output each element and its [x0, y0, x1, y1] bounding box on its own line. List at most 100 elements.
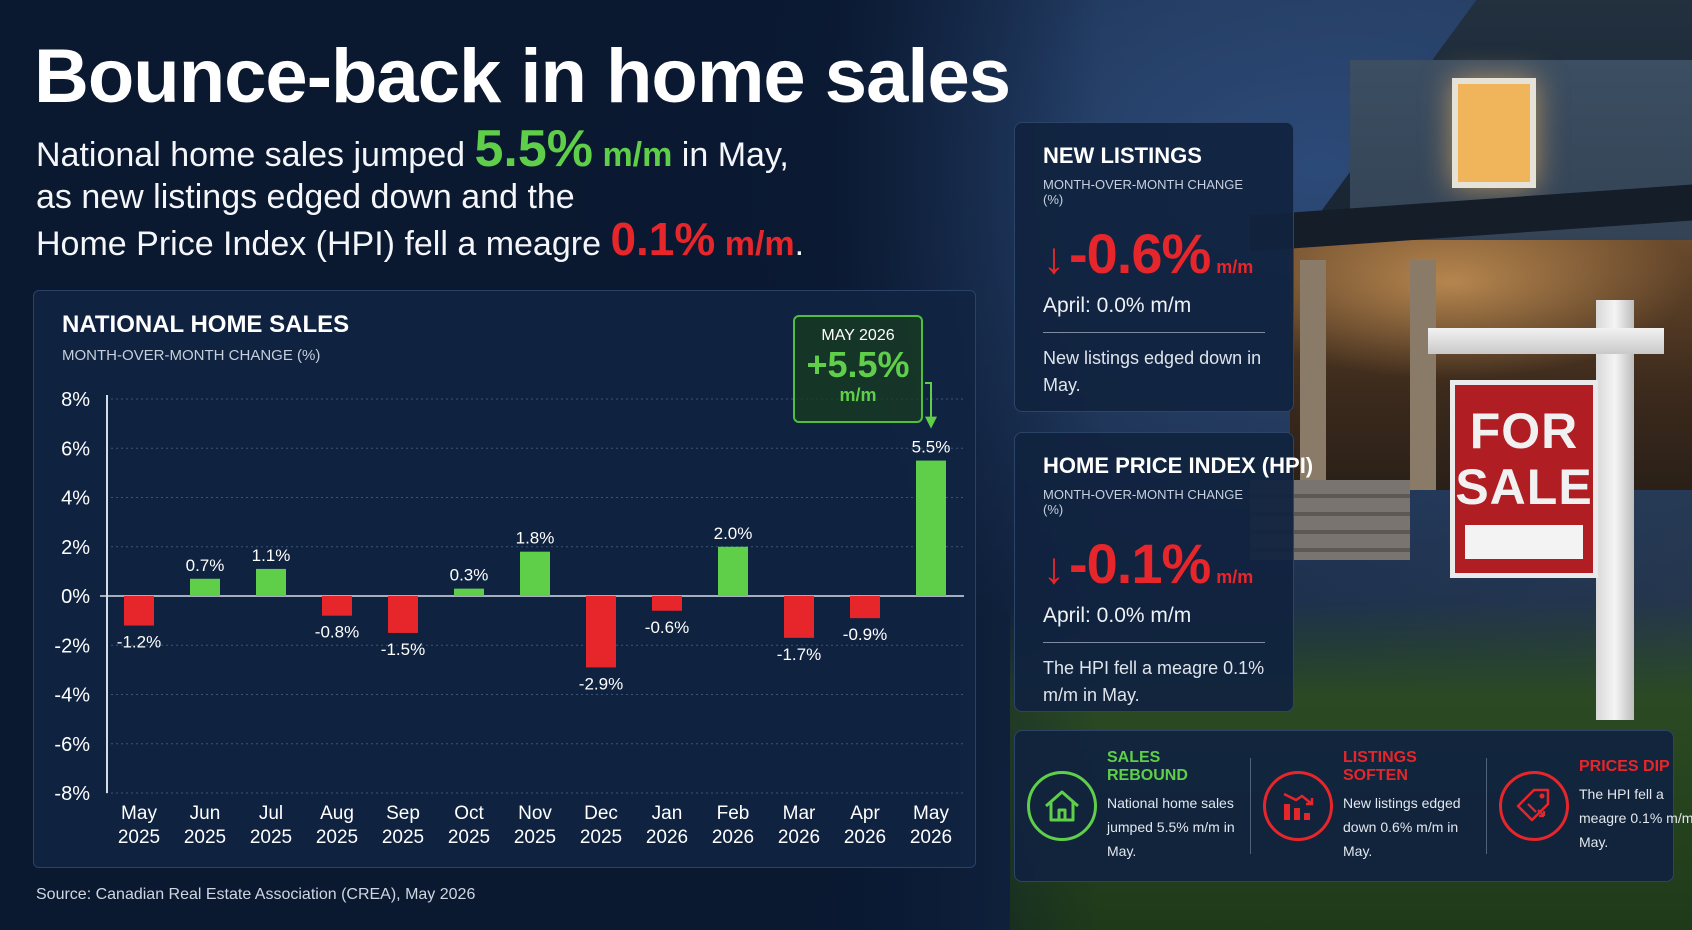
- data-label: 0.3%: [450, 566, 489, 585]
- subheadline: National home sales jumped 5.5% m/m in M…: [36, 123, 936, 265]
- y-tick-label: -6%: [54, 734, 90, 756]
- summary-body: National home sales jumped 5.5% m/m in M…: [1107, 795, 1235, 859]
- x-tick-label: 2026: [844, 827, 886, 848]
- sign-text: SALE: [1455, 459, 1593, 515]
- summary-listings-soften: LISTINGS SOFTEN New listings edged down …: [1250, 749, 1486, 859]
- x-tick-label: 2026: [646, 827, 688, 848]
- y-tick-label: 2%: [61, 537, 90, 559]
- falling-bars-icon: [1263, 771, 1333, 841]
- data-label: -1.5%: [381, 640, 425, 659]
- summary-title: LISTINGS SOFTEN: [1343, 749, 1417, 784]
- card-value-row: ↓ -0.6% m/m: [1043, 221, 1265, 286]
- bar-chart: 8% 6% 4% 2% 0% -2% -4% -6% -8% -1.2% May 2025 0.7% Ju…: [54, 382, 964, 848]
- sales-chart-panel: NATIONAL HOME SALES MONTH-OVER-MONTH CHA…: [33, 290, 976, 868]
- y-tick-label: 6%: [61, 438, 90, 460]
- bar: [784, 596, 814, 638]
- x-tick-label: May: [913, 803, 949, 824]
- data-label: 1.8%: [516, 529, 555, 548]
- callout-connector: [925, 382, 932, 421]
- callout-arrowhead: [925, 416, 937, 429]
- bar: [190, 578, 220, 596]
- x-tick-label: Apr: [850, 803, 880, 824]
- bar: [388, 596, 418, 633]
- hpi-highlight: 0.1%: [610, 213, 716, 265]
- y-tick-label: 4%: [61, 488, 90, 510]
- x-tick-label: Mar: [783, 803, 816, 824]
- card-previous: April: 0.0% m/m: [1043, 604, 1192, 627]
- card-note: New listings edged down in May.: [1043, 348, 1262, 395]
- card-title: NEW LISTINGS: [1043, 143, 1202, 168]
- y-tick-label: 8%: [61, 389, 90, 411]
- summary-title: PRICES DIP: [1579, 758, 1670, 775]
- card-divider: [1043, 332, 1265, 333]
- data-label: 1.1%: [252, 546, 291, 565]
- bar: [718, 546, 748, 596]
- card-value-row: ↓ -0.1% m/m: [1043, 531, 1265, 596]
- x-tick-label: May: [121, 803, 157, 824]
- sales-highlight-unit: m/m: [593, 136, 673, 174]
- subhead-text: National home sales jumped: [36, 136, 475, 174]
- callout-label: MAY 2026: [821, 327, 895, 344]
- y-tick-label: -8%: [54, 783, 90, 805]
- bar: [124, 596, 154, 626]
- bar: [256, 568, 286, 596]
- down-arrow-icon: ↓: [1043, 544, 1065, 593]
- new-listings-card: NEW LISTINGS MONTH-OVER-MONTH CHANGE (%)…: [1014, 122, 1294, 412]
- bar: [916, 460, 946, 596]
- bar: [520, 551, 550, 596]
- summary-body: New listings edged down 0.6% m/m in May.: [1343, 795, 1461, 859]
- data-label: -1.2%: [117, 633, 161, 652]
- sign-arm: [1428, 328, 1664, 354]
- subhead-text: .: [794, 225, 805, 263]
- x-tick-label: 2025: [580, 827, 622, 848]
- x-tick-label: 2026: [778, 827, 820, 848]
- card-subtitle: MONTH-OVER-MONTH CHANGE (%): [1043, 177, 1244, 207]
- x-tick-label: 2025: [316, 827, 358, 848]
- subhead-text: as new listings edged down and the: [36, 178, 575, 216]
- card-value: -0.6%: [1069, 222, 1211, 285]
- data-label: 0.7%: [186, 556, 225, 575]
- house-icon: [1027, 771, 1097, 841]
- bar: [322, 596, 352, 616]
- x-tick-label: Oct: [454, 803, 484, 824]
- sign-post: [1596, 300, 1634, 720]
- may-2026-callout: MAY 2026 +5.5% m/m: [793, 315, 923, 423]
- card-divider: [1043, 642, 1265, 643]
- bar: [652, 596, 682, 611]
- source-note: Source: Canadian Real Estate Association…: [36, 886, 476, 903]
- data-label: -2.9%: [579, 674, 623, 693]
- for-sale-sign: FOR SALE: [1450, 380, 1598, 578]
- x-tick-label: 2025: [448, 827, 490, 848]
- card-value: -0.1%: [1069, 532, 1211, 595]
- y-tick-label: -4%: [54, 685, 90, 707]
- bar: [586, 596, 616, 668]
- x-tick-label: Feb: [717, 803, 750, 824]
- sales-highlight: 5.5%: [474, 120, 593, 178]
- summary-body: The HPI fell a meagre 0.1% m/m in May.: [1579, 786, 1692, 850]
- porch-pillar: [1300, 260, 1326, 490]
- callout-value: +5.5%: [806, 344, 910, 385]
- hpi-card: HOME PRICE INDEX (HPI) MONTH-OVER-MONTH …: [1014, 432, 1314, 712]
- subhead-text: in May,: [672, 136, 789, 174]
- x-tick-label: Nov: [518, 803, 552, 824]
- sign-blank-strip: [1465, 525, 1583, 559]
- subhead-text: Home Price Index (HPI) fell a meagre: [36, 225, 611, 263]
- summary-sales-rebound: SALES REBOUND National home sales jumped…: [1015, 731, 1250, 881]
- summary-prices-dip: PRICES DIP The HPI fell a meagre 0.1% m/…: [1486, 758, 1692, 854]
- bar: [454, 588, 484, 596]
- card-title: HOME PRICE INDEX (HPI): [1043, 453, 1314, 478]
- summary-strip: SALES REBOUND National home sales jumped…: [1014, 730, 1692, 882]
- hpi-highlight-unit: m/m: [715, 225, 795, 263]
- porch-pillar: [1410, 260, 1436, 490]
- y-tick-label: -2%: [54, 635, 90, 657]
- card-note: The HPI fell a meagre 0.1% m/m in May.: [1043, 658, 1265, 705]
- x-tick-label: Aug: [320, 803, 354, 824]
- data-label: -0.8%: [315, 623, 359, 642]
- x-tick-label: Dec: [584, 803, 618, 824]
- price-tag-icon: [1499, 771, 1569, 841]
- summary-title: SALES REBOUND: [1107, 749, 1188, 784]
- sign-text: FOR: [1469, 403, 1579, 459]
- card-previous: April: 0.0% m/m: [1043, 294, 1192, 317]
- callout-unit: m/m: [839, 385, 877, 405]
- house-window: [1452, 78, 1536, 188]
